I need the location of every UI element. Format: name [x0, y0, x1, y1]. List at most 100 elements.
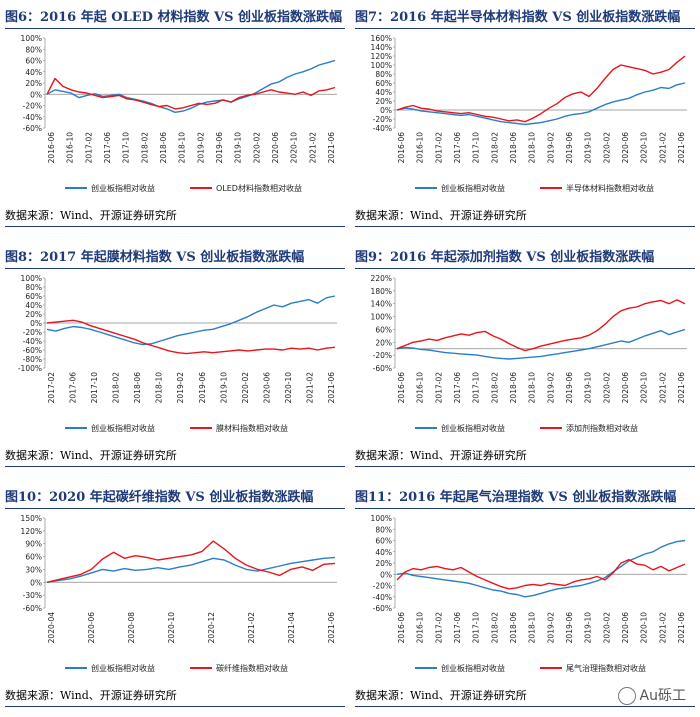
- y-tick-label: -60%: [373, 364, 392, 373]
- x-tick-label: 2017-06: [453, 372, 462, 404]
- y-tick-label: 160%: [371, 34, 392, 43]
- bottom-rule: [5, 226, 345, 227]
- x-tick-label: 2016-10: [416, 132, 425, 164]
- x-tick-label: 2019-06: [215, 132, 224, 164]
- y-tick-label: 20%: [25, 310, 42, 319]
- series-line: [396, 55, 686, 123]
- x-tick-label: 2021-06: [677, 132, 686, 164]
- x-tick-label: 2018-06: [509, 612, 518, 644]
- y-tick-label: 100%: [371, 61, 392, 70]
- x-tick-label: 2020-10: [284, 372, 293, 404]
- chart-panel-fig7: 图7：2016 年起半导体材料指数 VS 创业板指数涨跌幅 160% 140% 12…: [355, 4, 700, 234]
- y-tick-label: -30%: [23, 591, 42, 600]
- y-tick-label: 40%: [375, 88, 392, 97]
- y-tick-label: 100%: [371, 313, 392, 322]
- y-tick-label: 60%: [375, 79, 392, 88]
- x-tick-label: 2018-06: [159, 132, 168, 164]
- y-tick-label: -40%: [373, 593, 392, 602]
- wechat-icon: [617, 687, 636, 705]
- series-line: [396, 539, 686, 598]
- y-tick-label: -60%: [373, 604, 392, 613]
- watermark-text: Au砾工: [639, 688, 686, 704]
- y-tick-label: 100%: [21, 34, 42, 43]
- chart-title: 图11：2016 年起尾气治理指数 VS 创业板指数涨跌幅: [355, 490, 677, 505]
- x-tick-label: 2018-10: [528, 132, 537, 164]
- x-tick-label: 2017-06: [453, 612, 462, 644]
- legend-label: 半导体材料指数相对收益: [566, 183, 654, 193]
- y-tick-label: 80%: [25, 283, 42, 292]
- x-tick-label: 2017-02: [434, 372, 443, 404]
- x-tick-label: 2020-06: [621, 612, 630, 644]
- x-tick-label: 2019-10: [234, 132, 243, 164]
- bottom-rule: [355, 226, 695, 227]
- x-tick-label: 2020-02: [602, 372, 611, 404]
- legend-label: 创业板指相对收益: [91, 183, 155, 193]
- x-tick-label: 2020-10: [167, 612, 176, 644]
- y-tick-label: 60%: [375, 537, 392, 546]
- y-tick-label: 0%: [380, 570, 392, 579]
- series-line: [46, 540, 336, 583]
- y-tick-label: -40%: [23, 337, 42, 346]
- source-note: 数据来源：Wind、开源证券研究所: [5, 449, 177, 462]
- x-tick-label: 2019-06: [565, 372, 574, 404]
- y-tick-label: 150%: [21, 514, 42, 523]
- x-tick-label: 2021-06: [677, 612, 686, 644]
- y-tick-label: 30%: [25, 565, 42, 574]
- x-tick-label: 2016-06: [397, 612, 406, 644]
- chart-title: 图8：2017 年起膜材料指数 VS 创业板指数涨跌幅: [5, 250, 305, 265]
- x-tick-label: 2016-06: [47, 132, 56, 164]
- x-tick-label: 2019-02: [176, 372, 185, 404]
- x-tick-label: 2019-02: [546, 132, 555, 164]
- y-tick-label: 40%: [25, 68, 42, 77]
- legend-label: 添加剂指数相对收益: [566, 423, 638, 433]
- x-tick-label: 2016-10: [416, 612, 425, 644]
- series-line: [46, 295, 336, 346]
- y-tick-label: 20%: [375, 559, 392, 568]
- y-tick-label: 90%: [25, 540, 42, 549]
- x-tick-label: 2018-06: [509, 132, 518, 164]
- x-tick-label: 2020-06: [271, 132, 280, 164]
- x-tick-label: 2016-06: [397, 372, 406, 404]
- x-tick-label: 2017-06: [453, 132, 462, 164]
- legend-label: 创业板指相对收益: [441, 663, 505, 673]
- y-tick-label: -60%: [23, 124, 42, 133]
- y-tick-label: 20%: [375, 338, 392, 347]
- y-tick-label: 60%: [25, 292, 42, 301]
- x-tick-label: 2019-06: [565, 612, 574, 644]
- legend-label: 创业板指相对收益: [441, 183, 505, 193]
- x-tick-label: 2016-06: [397, 132, 406, 164]
- y-tick-label: 60%: [25, 553, 42, 562]
- y-tick-label: 120%: [21, 527, 42, 536]
- y-tick-label: 100%: [371, 514, 392, 523]
- y-tick-label: -20%: [373, 351, 392, 360]
- chart-panel-fig6: 图6：2016 年起 OLED 材料指数 VS 创业板指数涨跌幅 100% 80%…: [5, 4, 351, 234]
- chart-fig10: 150% 120% 90% 60% 30% 0% -30% -60% 2020-04 2020-0…: [21, 514, 337, 673]
- y-tick-label: 40%: [25, 301, 42, 310]
- y-tick-label: -80%: [23, 355, 42, 364]
- x-tick-label: 2017-02: [434, 132, 443, 164]
- x-tick-label: 2021-04: [287, 612, 296, 644]
- legend-label: 碳纤维指数相对收益: [216, 663, 288, 673]
- title-rule: [5, 508, 345, 509]
- y-tick-label: 0%: [30, 90, 42, 99]
- x-tick-label: 2017-10: [472, 372, 481, 404]
- chart-panel-fig11: 图11：2016 年起尾气治理指数 VS 创业板指数涨跌幅 100% 80% 60%…: [355, 484, 700, 714]
- bottom-rule: [5, 706, 345, 707]
- x-tick-label: 2017-02: [84, 132, 93, 164]
- y-tick-label: -40%: [23, 113, 42, 122]
- x-tick-label: 2017-10: [90, 372, 99, 404]
- x-tick-label: 2019-02: [196, 132, 205, 164]
- x-tick-label: 2018-06: [133, 372, 142, 404]
- x-tick-label: 2019-10: [584, 612, 593, 644]
- x-tick-label: 2020-06: [621, 132, 630, 164]
- x-tick-label: 2018-02: [490, 612, 499, 644]
- series-line: [46, 556, 336, 583]
- x-tick-label: 2020-06: [262, 372, 271, 404]
- source-note: 数据来源：Wind、开源证券研究所: [355, 449, 527, 462]
- x-tick-label: 2018-02: [112, 372, 121, 404]
- legend-label: 尾气治理指数相对收益: [566, 663, 646, 673]
- y-tick-label: 20%: [25, 79, 42, 88]
- x-tick-label: 2020-02: [602, 132, 611, 164]
- y-tick-label: 80%: [375, 525, 392, 534]
- title-rule: [5, 268, 345, 269]
